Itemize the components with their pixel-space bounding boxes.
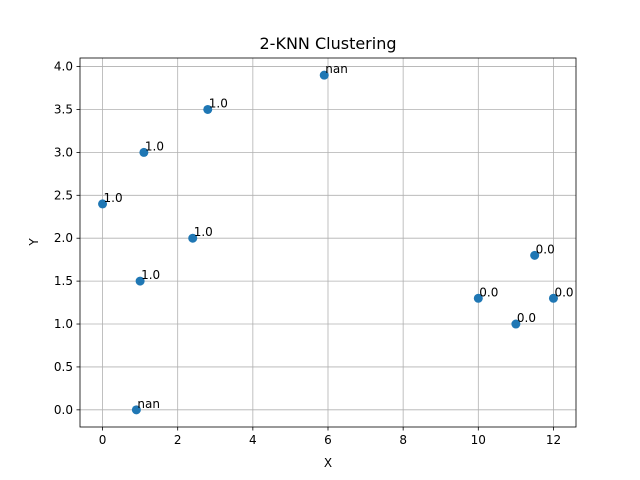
y-tick-label: 0.5 — [54, 360, 73, 374]
y-tick-label: 2.0 — [54, 231, 73, 245]
point-label: 1.0 — [194, 225, 213, 239]
point-label: 1.0 — [104, 191, 123, 205]
point-label: nan — [325, 62, 348, 76]
y-tick-label: 0.0 — [54, 403, 73, 417]
y-tick-label: 3.0 — [54, 145, 73, 159]
scatter-point — [530, 250, 540, 260]
y-tick-label: 1.5 — [54, 274, 73, 288]
point-label: 1.0 — [145, 139, 164, 153]
x-tick-label: 0 — [99, 433, 107, 447]
point-label: 0.0 — [554, 285, 573, 299]
scatter-point — [139, 147, 149, 157]
point-label: 0.0 — [517, 311, 536, 325]
scatter-point — [135, 276, 145, 286]
x-tick-label: 8 — [399, 433, 407, 447]
x-tick-label: 2 — [174, 433, 182, 447]
scatter-point — [203, 104, 213, 114]
point-label: nan — [137, 397, 160, 411]
scatter-point — [511, 319, 521, 329]
y-tick-label: 4.0 — [54, 60, 73, 74]
y-tick-label: 2.5 — [54, 188, 73, 202]
y-tick-label: 3.5 — [54, 102, 73, 116]
scatter-point — [188, 233, 198, 243]
scatter-point — [548, 293, 558, 303]
y-tick-label: 1.0 — [54, 317, 73, 331]
chart-title: 2-KNN Clustering — [260, 34, 397, 53]
scatter-point — [319, 70, 329, 80]
point-label: 1.0 — [209, 96, 228, 110]
point-label: 0.0 — [536, 242, 555, 256]
scatter-point — [131, 405, 141, 415]
x-tick-label: 12 — [546, 433, 561, 447]
point-label: 0.0 — [479, 285, 498, 299]
point-label: 1.0 — [141, 268, 160, 282]
y-axis-label: Y — [27, 238, 41, 247]
x-tick-label: 4 — [249, 433, 257, 447]
x-axis-label: X — [324, 456, 332, 470]
plot-area: 0 2 4 6 8 10 12 0.0 0.5 1.0 1.5 2.0 2.5 3.0 3.5 4.0 nan 1… — [54, 57, 577, 447]
scatter-point — [98, 199, 108, 209]
axes-frame — [79, 57, 577, 428]
scatter-point — [473, 293, 483, 303]
x-tick-label: 6 — [324, 433, 332, 447]
x-tick-label: 10 — [471, 433, 486, 447]
